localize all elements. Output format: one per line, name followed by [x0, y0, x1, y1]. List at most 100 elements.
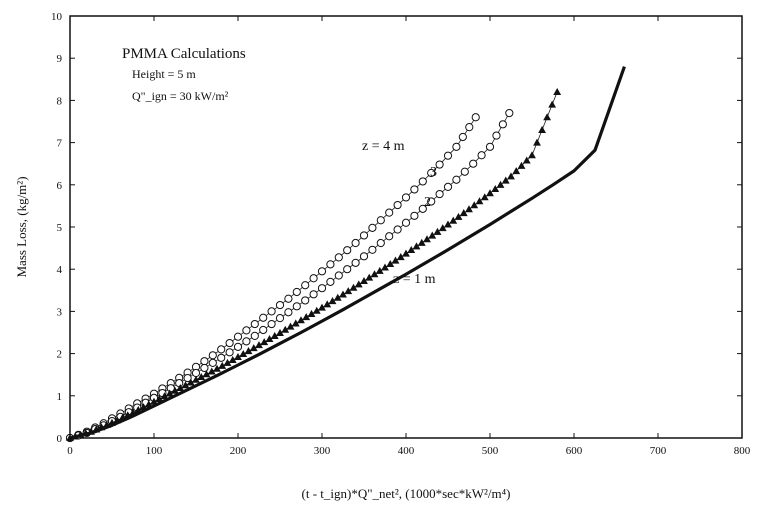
- data-point: [381, 263, 389, 271]
- y-axis-label: Mass Loss, (kg/m²): [14, 176, 29, 277]
- data-point: [225, 348, 234, 357]
- data-point: [517, 161, 526, 169]
- data-point: [393, 200, 402, 210]
- data-point: [396, 253, 405, 261]
- series-layer: [65, 66, 626, 443]
- data-point: [496, 180, 505, 188]
- data-point: [401, 218, 411, 227]
- data-point: [452, 142, 461, 151]
- data-point: [492, 131, 501, 140]
- x-tick-label: 300: [314, 445, 331, 457]
- data-point: [351, 258, 360, 267]
- data-point: [349, 283, 358, 291]
- curve-label-z3: 3: [430, 165, 437, 180]
- curve-label-z2: 2: [424, 195, 431, 210]
- data-point: [183, 373, 192, 383]
- data-point: [208, 358, 217, 367]
- x-tick-label: 100: [146, 445, 163, 457]
- data-point: [217, 353, 226, 362]
- data-point: [368, 223, 377, 232]
- y-tick-label: 6: [57, 180, 63, 192]
- data-point: [449, 216, 458, 224]
- data-point: [465, 205, 473, 213]
- y-tick-label: 5: [57, 222, 63, 234]
- data-point: [438, 224, 447, 232]
- data-point: [410, 185, 419, 194]
- data-point: [225, 338, 234, 348]
- data-point: [407, 245, 416, 254]
- data-point: [417, 238, 426, 246]
- data-point: [339, 290, 347, 298]
- data-point: [343, 246, 352, 255]
- data-point: [267, 307, 276, 316]
- data-point: [359, 231, 369, 240]
- data-point: [368, 245, 377, 254]
- data-point: [418, 204, 427, 213]
- data-point: [250, 331, 259, 340]
- data-point: [410, 211, 419, 220]
- data-point: [267, 319, 276, 329]
- data-point: [360, 276, 368, 285]
- series-line: [69, 112, 510, 439]
- data-point: [175, 379, 184, 388]
- data-point: [259, 325, 268, 335]
- data-point: [427, 168, 436, 178]
- data-point: [435, 189, 444, 199]
- data-point: [470, 201, 479, 209]
- data-point: [427, 197, 436, 206]
- data-point: [200, 357, 209, 366]
- series-z-1-m: [69, 66, 626, 440]
- data-point: [485, 142, 495, 151]
- data-point: [259, 313, 268, 322]
- data-point: [386, 260, 395, 268]
- data-point: [375, 266, 384, 274]
- data-point: [334, 253, 343, 262]
- data-point: [359, 252, 369, 261]
- data-point: [480, 193, 489, 201]
- y-tick-label: 0: [57, 433, 63, 445]
- data-point: [365, 273, 374, 281]
- curve-label-z4: z = 4 m: [362, 139, 405, 154]
- data-point: [443, 182, 453, 192]
- data-point: [454, 212, 463, 220]
- data-point: [344, 287, 353, 295]
- data-point: [370, 270, 379, 278]
- data-point: [458, 132, 467, 142]
- y-tick-label: 1: [57, 391, 63, 403]
- y-tick-label: 2: [57, 349, 63, 361]
- data-point: [412, 242, 421, 250]
- x-axis-label: (t - t_ign)*Q"_net², (1000*sec*kW²/m⁴): [302, 486, 511, 501]
- data-point: [385, 232, 394, 241]
- data-point: [275, 300, 285, 310]
- data-point: [242, 326, 251, 335]
- data-point: [491, 185, 500, 193]
- series-line: [69, 66, 626, 440]
- series-line: [69, 91, 558, 439]
- x-tick-label: 500: [482, 445, 499, 457]
- annotation-height: Height = 5 m: [132, 67, 196, 81]
- data-point: [443, 151, 453, 160]
- data-point: [301, 281, 310, 290]
- data-point: [284, 294, 293, 303]
- data-point: [376, 238, 385, 248]
- data-point: [433, 227, 442, 235]
- data-point: [477, 151, 486, 160]
- x-tick-label: 600: [566, 445, 583, 457]
- curve-label-z1: z = 1 m: [393, 272, 436, 287]
- data-point: [391, 256, 400, 264]
- annotation-title: PMMA Calculations: [122, 46, 246, 62]
- series-z-4-m: [65, 113, 480, 443]
- data-point: [553, 87, 562, 95]
- data-point: [418, 177, 427, 186]
- data-point: [548, 100, 557, 108]
- y-tick-label: 10: [51, 11, 63, 23]
- data-point: [486, 189, 494, 197]
- y-tick-label: 3: [57, 306, 63, 318]
- x-tick-label: 700: [650, 445, 667, 457]
- data-point: [334, 271, 343, 280]
- data-point: [428, 231, 437, 239]
- data-point: [250, 319, 259, 329]
- data-point: [528, 151, 536, 159]
- y-tick-label: 7: [57, 138, 63, 150]
